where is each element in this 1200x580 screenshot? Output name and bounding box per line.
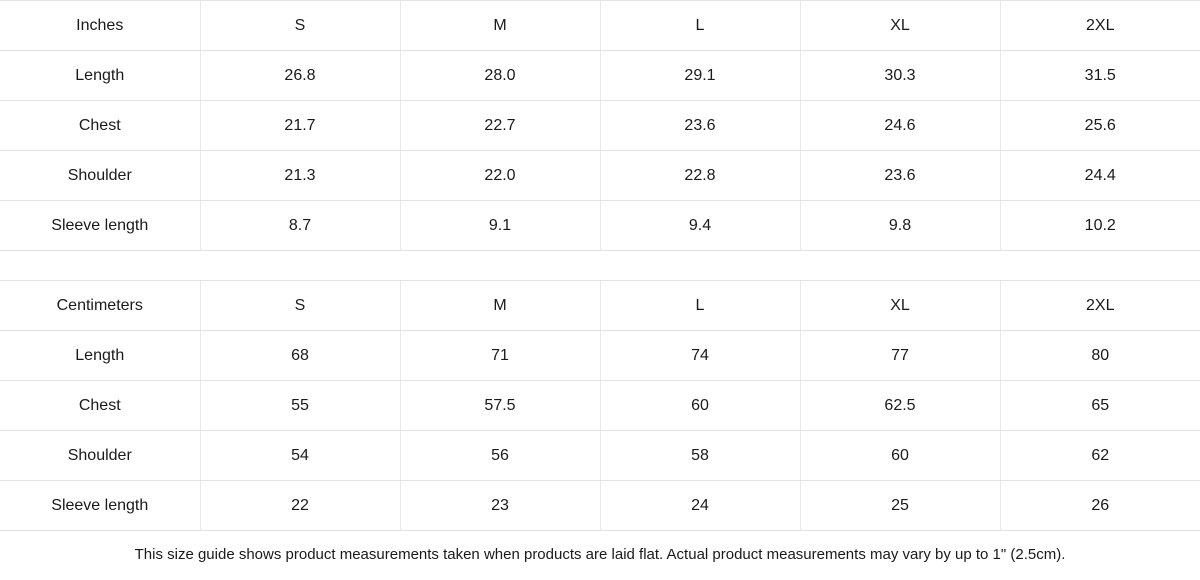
measurement-value: 23	[399, 480, 601, 531]
unit-header-row: Inches S M L XL 2XL	[0, 0, 1200, 51]
measurement-value: 9.1	[399, 200, 601, 251]
measurement-value: 55	[199, 380, 401, 431]
table-row: Shoulder 21.3 22.0 22.8 23.6 24.4	[0, 150, 1200, 201]
measurement-value: 24	[599, 480, 801, 531]
measurement-label: Shoulder	[0, 430, 201, 481]
measurement-value: 24.4	[999, 150, 1200, 201]
measurement-value: 23.6	[599, 100, 801, 151]
measurement-value: 30.3	[799, 50, 1001, 101]
measurement-value: 8.7	[199, 200, 401, 251]
measurement-value: 26.8	[199, 50, 401, 101]
size-guide-note-row: This size guide shows product measuremen…	[0, 530, 1200, 579]
measurement-value: 21.3	[199, 150, 401, 201]
measurement-label: Sleeve length	[0, 480, 201, 531]
measurement-value: 24.6	[799, 100, 1001, 151]
measurement-value: 23.6	[799, 150, 1001, 201]
table-row: Length 26.8 28.0 29.1 30.3 31.5	[0, 50, 1200, 101]
measurement-value: 65	[999, 380, 1200, 431]
measurement-value: 22.7	[399, 100, 601, 151]
table-row: Sleeve length 22 23 24 25 26	[0, 480, 1200, 531]
measurement-value: 58	[599, 430, 801, 481]
measurement-label: Length	[0, 330, 201, 381]
table-row: Chest 21.7 22.7 23.6 24.6 25.6	[0, 100, 1200, 151]
table-spacer-cell	[0, 250, 1200, 281]
table-row: Length 68 71 74 77 80	[0, 330, 1200, 381]
measurement-value: 57.5	[399, 380, 601, 431]
size-column-header: XL	[799, 280, 1001, 331]
size-column-header: S	[199, 0, 401, 51]
measurement-value: 22.0	[399, 150, 601, 201]
measurement-label: Shoulder	[0, 150, 201, 201]
size-column-header: 2XL	[999, 280, 1200, 331]
measurement-label: Sleeve length	[0, 200, 201, 251]
unit-label: Inches	[0, 0, 201, 51]
measurement-value: 22	[199, 480, 401, 531]
unit-header-row: Centimeters S M L XL 2XL	[0, 280, 1200, 331]
unit-label: Centimeters	[0, 280, 201, 331]
measurement-value: 74	[599, 330, 801, 381]
size-column-header: 2XL	[999, 0, 1200, 51]
measurement-label: Chest	[0, 100, 201, 151]
measurement-value: 29.1	[599, 50, 801, 101]
table-spacer-row	[0, 250, 1200, 281]
measurement-value: 9.8	[799, 200, 1001, 251]
measurement-label: Length	[0, 50, 201, 101]
measurement-value: 71	[399, 330, 601, 381]
measurement-value: 31.5	[999, 50, 1200, 101]
measurement-value: 10.2	[999, 200, 1200, 251]
size-column-header: L	[599, 0, 801, 51]
measurement-value: 62.5	[799, 380, 1001, 431]
measurement-value: 9.4	[599, 200, 801, 251]
measurement-label: Chest	[0, 380, 201, 431]
size-column-header: S	[199, 280, 401, 331]
size-column-header: M	[399, 280, 601, 331]
measurement-value: 25	[799, 480, 1001, 531]
measurement-value: 28.0	[399, 50, 601, 101]
size-column-header: L	[599, 280, 801, 331]
measurement-value: 60	[599, 380, 801, 431]
measurement-value: 26	[999, 480, 1200, 531]
measurement-value: 54	[199, 430, 401, 481]
table-row: Sleeve length 8.7 9.1 9.4 9.8 10.2	[0, 200, 1200, 251]
measurement-value: 62	[999, 430, 1200, 481]
table-row: Chest 55 57.5 60 62.5 65	[0, 380, 1200, 431]
measurement-value: 77	[799, 330, 1001, 381]
measurement-value: 80	[999, 330, 1200, 381]
measurement-value: 25.6	[999, 100, 1200, 151]
measurement-value: 68	[199, 330, 401, 381]
size-guide-note: This size guide shows product measuremen…	[0, 530, 1200, 579]
measurement-value: 56	[399, 430, 601, 481]
measurement-value: 60	[799, 430, 1001, 481]
size-column-header: M	[399, 0, 601, 51]
measurement-value: 22.8	[599, 150, 801, 201]
table-row: Shoulder 54 56 58 60 62	[0, 430, 1200, 481]
size-column-header: XL	[799, 0, 1001, 51]
measurement-value: 21.7	[199, 100, 401, 151]
